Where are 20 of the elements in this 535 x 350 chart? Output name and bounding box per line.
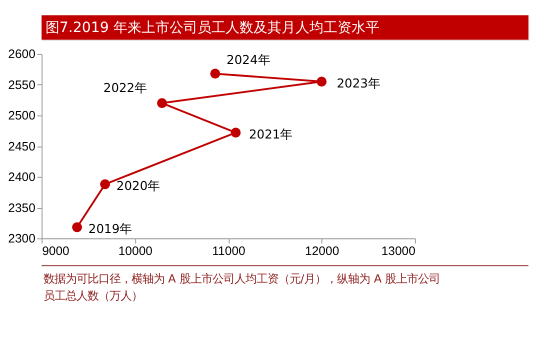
x-tick-label: 13000 <box>381 244 416 258</box>
annotation: 2023年 <box>336 76 380 90</box>
annotation: 2019年 <box>88 222 132 236</box>
y-tick-label: 2400 <box>8 170 36 184</box>
y-tick-label: 2450 <box>8 139 36 154</box>
x-tick-label: 11000 <box>212 244 246 258</box>
y-tick-label: 2600 <box>8 47 36 62</box>
y-tick-label: 2350 <box>8 200 36 215</box>
annotation: 2024年 <box>226 53 270 68</box>
chart-title: 图7.2019 年来上市公司员工人数及其月人均工资水平 <box>45 20 380 36</box>
annotation: 2022年 <box>103 80 147 95</box>
y-tick-label: 2550 <box>8 78 36 92</box>
annotation: 2020年 <box>116 178 160 193</box>
annotation: 2021年 <box>248 127 292 142</box>
x-tick-label: 12000 <box>305 244 340 258</box>
x-tick-label: 10000 <box>118 244 153 258</box>
text: 数据为可比口径，横轴为 A 股上市公司人均工资（元/月），纵轴为 A 股上市公司员工总人数（万人） <box>43 272 440 303</box>
y-tick-label: 2500 <box>8 108 36 123</box>
y-tick-label: 2300 <box>8 232 36 246</box>
x-tick-label: 9000 <box>42 244 70 258</box>
